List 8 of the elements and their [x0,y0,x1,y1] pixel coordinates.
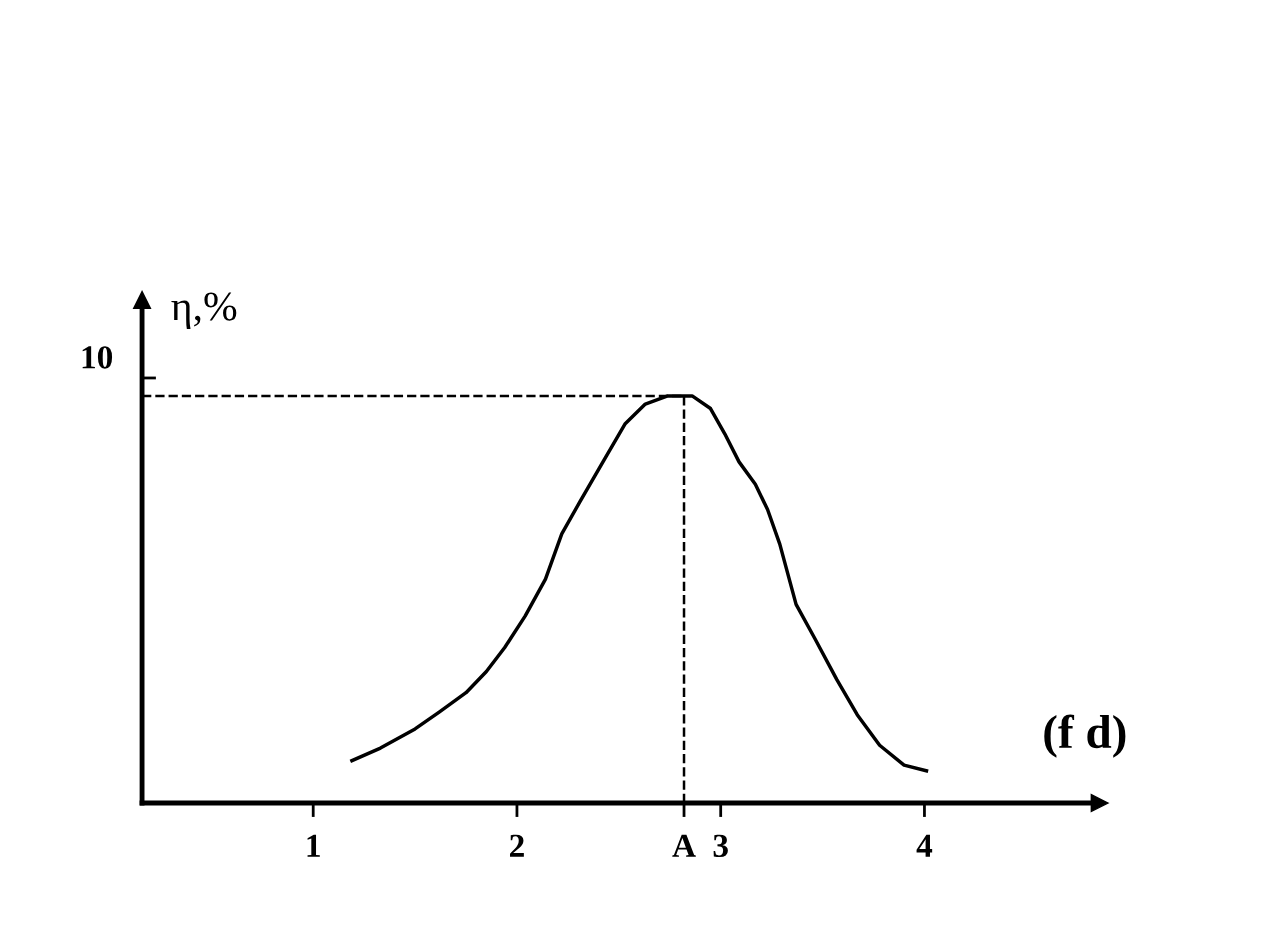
x-axis-title: (f d) [1044,714,1126,758]
x-tick-label: 4 [916,834,933,857]
x-tick-label: A [672,834,696,857]
x-tick-label: 1 [307,834,320,857]
x-tick-label: 3 [713,834,728,858]
y-axis-title: η,% [171,292,237,329]
text: 10 [82,346,113,369]
x-tick-label: 2 [510,834,524,857]
